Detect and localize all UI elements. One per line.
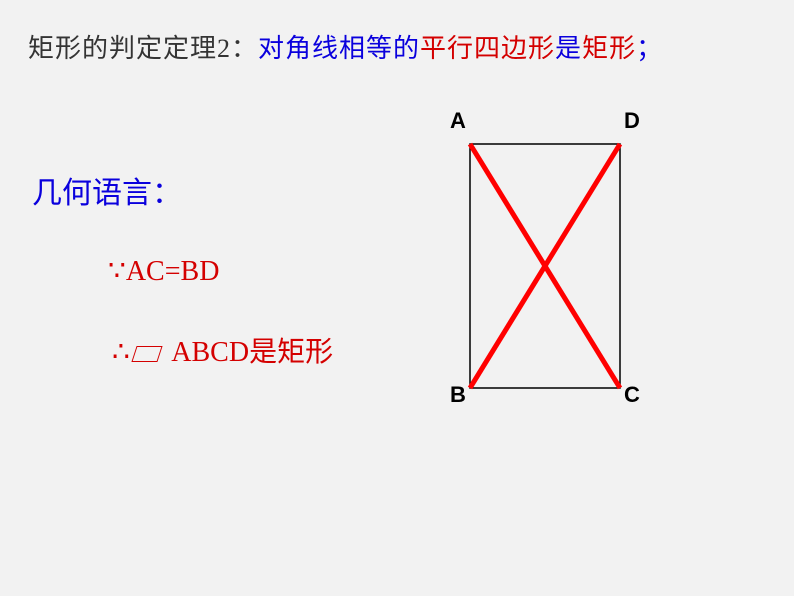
title-part3: 平行四边形 <box>420 34 555 63</box>
vertex-label-b: B <box>450 382 466 408</box>
vertex-label-c: C <box>624 382 640 408</box>
title-part1: 矩形的判定定理2： <box>28 34 258 63</box>
because-symbol: ∵ <box>108 256 126 287</box>
because-text: AC=BD <box>126 256 220 287</box>
therefore-statement: ∴ ABCD是矩形 <box>112 330 333 370</box>
therefore-symbol: ∴ <box>112 337 130 368</box>
parallelogram-icon <box>131 346 162 362</box>
title-part6: ； <box>636 34 663 63</box>
rectangle-diagram: A D B C <box>420 110 680 430</box>
theorem-title: 矩形的判定定理2：对角线相等的平行四边形是矩形； <box>28 28 663 65</box>
title-part5: 矩形 <box>582 34 636 63</box>
geometry-language-heading: 几何语言： <box>32 168 182 212</box>
vertex-label-d: D <box>624 108 640 134</box>
because-statement: ∵AC=BD <box>108 254 219 288</box>
therefore-text: ABCD是矩形 <box>166 337 333 368</box>
title-part4: 是 <box>555 34 582 63</box>
vertex-label-a: A <box>450 108 466 134</box>
title-part2: 对角线相等的 <box>258 34 420 63</box>
